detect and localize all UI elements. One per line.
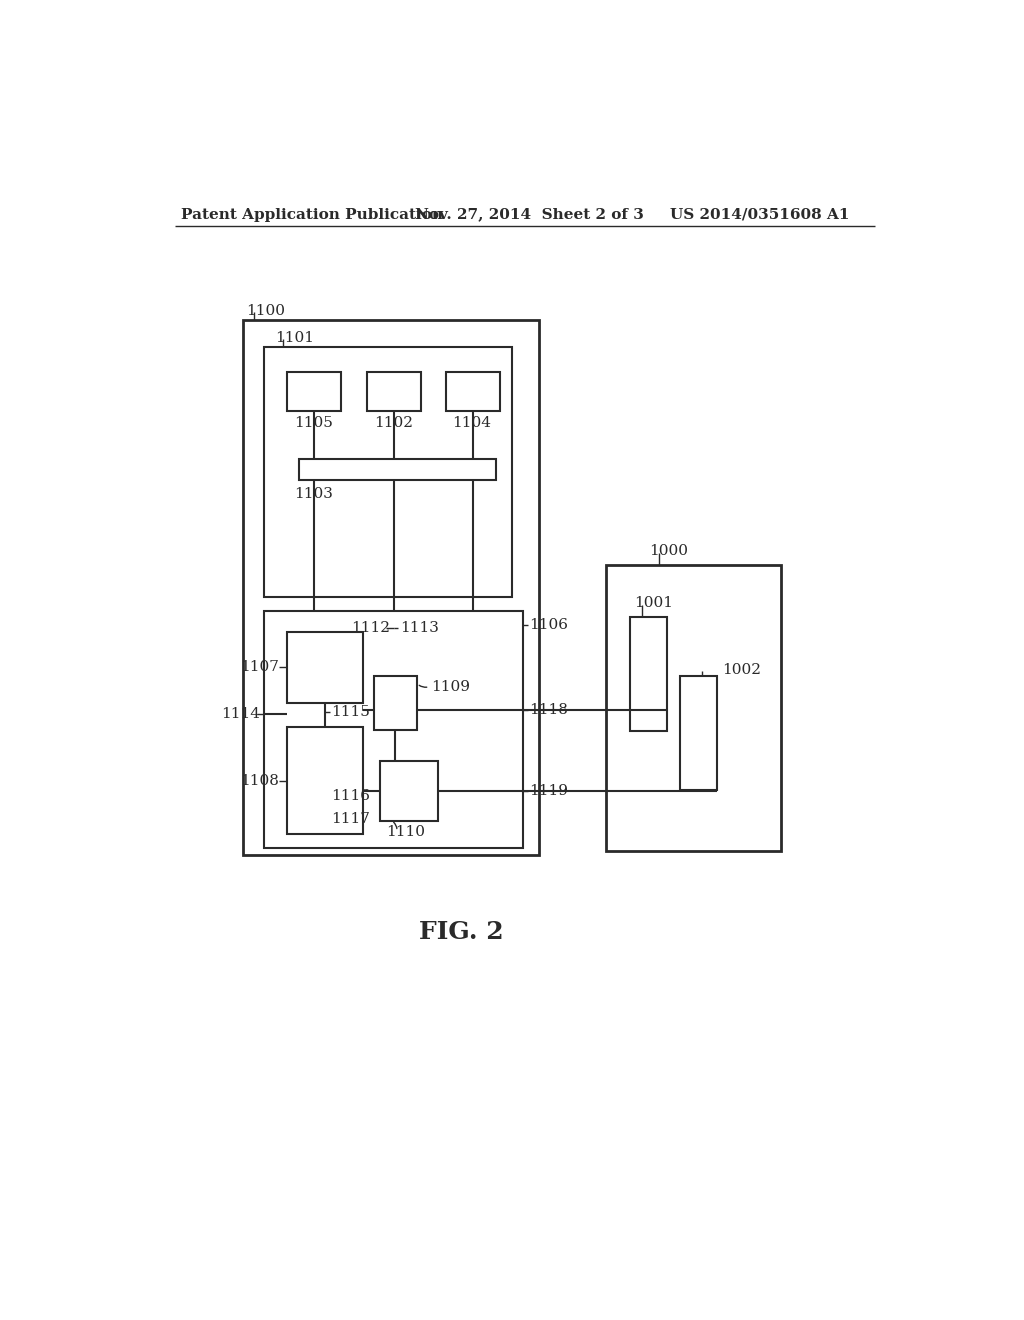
Text: FIG. 2: FIG. 2: [419, 920, 504, 944]
Text: 1112: 1112: [351, 622, 390, 635]
Bar: [606, 565, 780, 851]
Text: 1001: 1001: [634, 595, 673, 610]
Text: 1107: 1107: [241, 660, 280, 675]
Text: 1104: 1104: [452, 416, 490, 429]
Text: Nov. 27, 2014  Sheet 2 of 3: Nov. 27, 2014 Sheet 2 of 3: [415, 207, 644, 222]
Text: 1109: 1109: [431, 680, 470, 694]
Bar: [287, 372, 341, 411]
Text: 1113: 1113: [400, 622, 439, 635]
Text: 1000: 1000: [649, 544, 688, 558]
Text: 1116: 1116: [331, 789, 370, 803]
Text: 1110: 1110: [386, 825, 425, 840]
Text: 1100: 1100: [246, 304, 285, 318]
Bar: [680, 676, 717, 789]
Bar: [445, 372, 500, 411]
Bar: [263, 611, 523, 847]
Bar: [367, 372, 421, 411]
Bar: [287, 726, 362, 834]
Text: 1119: 1119: [529, 784, 568, 797]
Text: Patent Application Publication: Patent Application Publication: [180, 207, 442, 222]
Bar: [380, 760, 438, 821]
Bar: [375, 676, 417, 730]
Bar: [630, 616, 668, 730]
Bar: [243, 321, 539, 855]
Bar: [263, 347, 512, 597]
Text: US 2014/0351608 A1: US 2014/0351608 A1: [671, 207, 850, 222]
Text: 1106: 1106: [529, 618, 568, 632]
Text: 1114: 1114: [221, 708, 260, 721]
Text: 1102: 1102: [375, 416, 414, 429]
Text: 1115: 1115: [331, 705, 370, 719]
Text: 1101: 1101: [275, 331, 314, 345]
Text: 1118: 1118: [529, 704, 568, 718]
Bar: [299, 459, 496, 480]
Text: 1105: 1105: [295, 416, 334, 429]
Text: 1117: 1117: [331, 812, 370, 826]
Bar: [287, 632, 362, 702]
Text: 1103: 1103: [295, 487, 334, 502]
Text: 1108: 1108: [241, 774, 280, 788]
Text: 1002: 1002: [722, 663, 762, 677]
